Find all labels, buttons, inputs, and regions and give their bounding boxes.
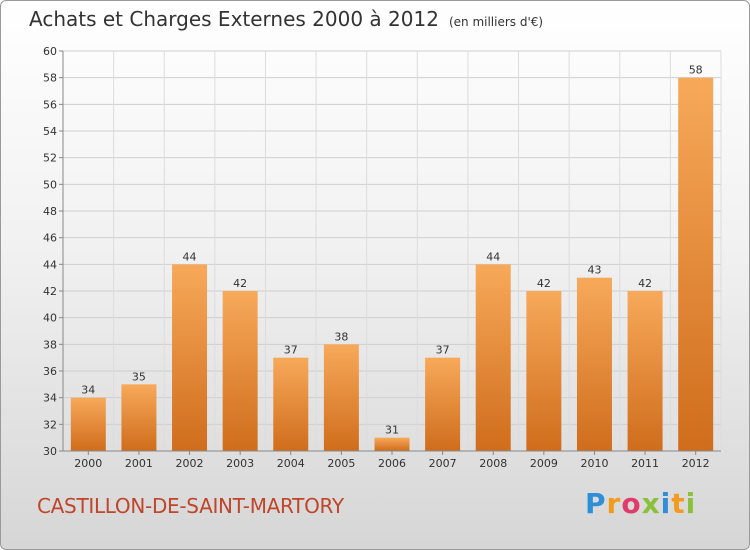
y-tick-label: 54 [43, 125, 57, 138]
brand-letter: i [685, 487, 697, 520]
y-tick-label: 58 [43, 72, 57, 85]
x-tick-label: 2011 [631, 457, 659, 470]
bar [222, 291, 258, 451]
brand-letter: t [671, 487, 686, 520]
x-tick-label: 2006 [378, 457, 406, 470]
data-label: 44 [183, 250, 197, 263]
y-tick-label: 34 [43, 392, 57, 405]
data-label: 31 [385, 424, 399, 437]
brand-letter: r [606, 487, 622, 520]
brand-letter: i [660, 487, 672, 520]
title-unit: (en milliers d'€) [448, 15, 544, 29]
x-tick-label: 2001 [125, 457, 153, 470]
y-tick-label: 40 [43, 312, 57, 325]
bars [70, 77, 714, 452]
data-label: 44 [486, 250, 500, 263]
y-tick-label: 38 [43, 338, 57, 351]
bar [678, 77, 714, 452]
data-label: 34 [81, 384, 95, 397]
brand-letter: P [585, 487, 607, 520]
x-tick-label: 2002 [176, 457, 204, 470]
x-tick-label: 2010 [580, 457, 608, 470]
x-tick-label: 2003 [226, 457, 254, 470]
bar [576, 277, 612, 451]
bar [70, 397, 106, 451]
bar [273, 357, 309, 451]
y-tick-label: 36 [43, 365, 57, 378]
data-label: 43 [587, 264, 601, 277]
bar [526, 291, 562, 451]
data-label: 35 [132, 370, 146, 383]
axes [59, 50, 721, 455]
x-tick-label: 2009 [530, 457, 558, 470]
y-tick-label: 44 [43, 258, 57, 271]
chart-title: Achats et Charges Externes 2000 à 2012 (e… [29, 7, 543, 31]
bar [627, 291, 663, 451]
y-tick-label: 42 [43, 285, 57, 298]
y-tick-label: 56 [43, 98, 57, 111]
y-tick-label: 48 [43, 205, 57, 218]
commune-name: CASTILLON-DE-SAINT-MARTORY [37, 494, 344, 518]
bar [475, 264, 511, 451]
x-tick-label: 2012 [682, 457, 710, 470]
y-tick-label: 50 [43, 178, 57, 191]
data-label: 58 [689, 64, 703, 77]
labels: 30 32 34 36 38 40 42 44 46 48 50 52 54 56 58 60 34 2000 35… [43, 45, 710, 470]
data-label: 38 [334, 330, 348, 343]
y-tick-label: 30 [43, 445, 57, 458]
data-label: 42 [233, 277, 247, 290]
brand-letter: o [621, 487, 642, 520]
bar [172, 264, 208, 451]
bar [121, 384, 157, 451]
grid [62, 50, 722, 452]
y-tick-label: 60 [43, 45, 57, 58]
x-tick-label: 2005 [327, 457, 355, 470]
data-label: 42 [537, 277, 551, 290]
brand-logo: Proxiti [585, 487, 696, 520]
x-tick-label: 2007 [429, 457, 457, 470]
title-text: Achats et Charges Externes 2000 à 2012 [29, 7, 439, 31]
x-tick-label: 2004 [277, 457, 305, 470]
x-tick-label: 2000 [74, 457, 102, 470]
bar [374, 437, 410, 451]
data-label: 37 [284, 344, 298, 357]
brand-letter: x [641, 487, 661, 520]
bar [323, 344, 359, 451]
y-tick-label: 32 [43, 418, 57, 431]
y-tick-label: 52 [43, 152, 57, 165]
data-label: 42 [638, 277, 652, 290]
y-tick-label: 46 [43, 232, 57, 245]
bar [425, 357, 461, 451]
x-tick-label: 2008 [479, 457, 507, 470]
data-label: 37 [436, 344, 450, 357]
